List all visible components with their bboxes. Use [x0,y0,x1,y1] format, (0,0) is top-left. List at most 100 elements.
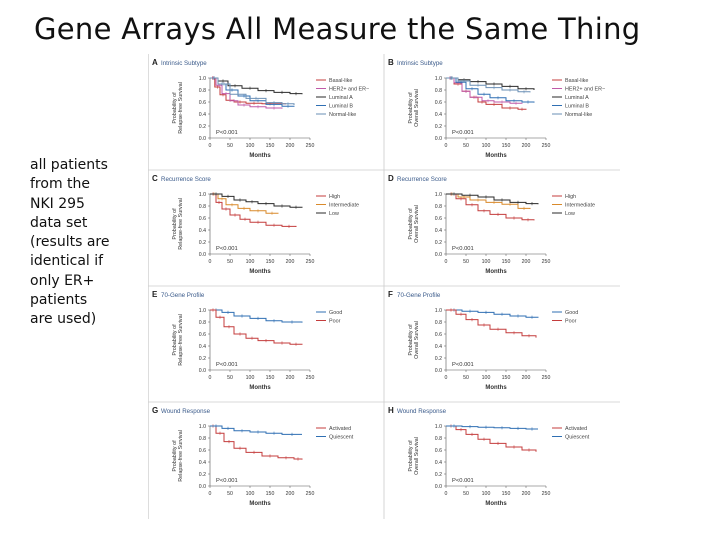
y-axis-label-line: Overall Survival [414,89,420,127]
x-tick-label: 200 [522,491,531,497]
side-note: all patients from the NKI 295 data set (resu… [30,156,130,330]
x-tick-label: 0 [445,491,448,497]
p-value: P<0.001 [216,246,238,252]
x-tick-label: 0 [445,143,448,149]
panel-a: A Intrinsic Subtype Probability of Relapse-… [152,58,369,159]
panel-letter: C [152,174,158,183]
y-tick-label: 0.2 [199,472,206,478]
y-axis-label-line: Relapse-free Survival [178,82,184,134]
legend-label: Low [329,211,339,217]
panel-letter: H [388,406,394,415]
x-tick-label: 200 [286,491,295,497]
legend-label: Luminal A [565,95,589,101]
panel-g: G Wound Response Probability of Relapse-fre… [152,406,354,507]
x-tick-label: 200 [522,375,531,381]
y-tick-label: 0.2 [435,240,442,246]
p-value: P<0.001 [452,478,474,484]
panel-h: H Wound Response Probability of Overall Sur… [388,406,590,507]
y-axis-label: Probability of Overall Survival [408,321,420,359]
panel-f: F 70-Gene Profile Probability of Overall Su… [388,290,578,391]
y-tick-label: 0.4 [199,344,206,350]
x-tick-label: 100 [246,375,255,381]
legend-label: Intermediate [565,203,595,209]
x-tick-label: 100 [482,375,491,381]
y-tick-label: 1.0 [435,76,442,82]
x-tick-label: 250 [306,259,315,265]
panel-title: Intrinsic Subtype [161,60,207,67]
legend-label: Poor [329,319,341,325]
panel-letter: E [152,290,158,299]
legend-label: Basal-like [329,78,352,84]
y-tick-label: 0.8 [199,88,206,94]
x-tick-label: 150 [266,259,275,265]
x-tick-label: 150 [502,491,511,497]
x-axis-label: Months [249,153,271,159]
legend-label: Basal-like [565,78,588,84]
y-axis-label-line: Overall Survival [414,205,420,243]
x-axis-label: Months [249,269,271,275]
y-tick-label: 0.4 [435,344,442,350]
y-tick-label: 0.0 [435,252,442,258]
x-tick-label: 250 [306,143,315,149]
y-tick-label: 0.8 [435,88,442,94]
x-tick-label: 100 [246,143,255,149]
y-tick-label: 0.8 [435,320,442,326]
x-tick-label: 200 [286,375,295,381]
series-line [210,309,303,345]
series-line [210,77,303,95]
x-tick-label: 50 [463,375,469,381]
y-tick-label: 0.4 [435,112,442,118]
x-tick-label: 50 [227,143,233,149]
x-tick-label: 250 [306,375,315,381]
panel-title: Intrinsic Subtype [397,60,443,67]
y-tick-label: 0.4 [435,228,442,234]
x-tick-label: 150 [502,143,511,149]
series-line [210,193,303,208]
x-tick-label: 50 [463,491,469,497]
y-axis-label-line: Overall Survival [414,437,420,475]
y-tick-label: 0.8 [199,436,206,442]
y-tick-label: 1.0 [199,308,206,314]
panel-title: Wound Response [161,408,211,415]
y-axis-label: Probability of Overall Survival [408,89,420,127]
side-note-line: from the [30,176,91,193]
y-tick-label: 0.2 [435,124,442,130]
x-tick-label: 200 [286,259,295,265]
x-tick-label: 0 [209,491,212,497]
legend-label: Good [565,310,578,316]
y-tick-label: 1.0 [435,192,442,198]
panel-title: Recurrence Score [397,176,447,183]
y-tick-label: 0.8 [435,204,442,210]
series-line [210,425,303,460]
legend-label: Activated [329,426,351,432]
survival-figure: A Intrinsic Subtype Probability of Relapse-… [147,54,620,519]
x-tick-label: 250 [542,375,551,381]
panel-letter: B [388,58,394,67]
y-tick-label: 0.6 [435,332,442,338]
y-tick-label: 0.6 [435,448,442,454]
legend-label: High [329,194,340,200]
x-tick-label: 100 [482,259,491,265]
y-tick-label: 0.6 [435,216,442,222]
legend-label: Normal-like [565,112,592,118]
series-line [446,77,527,110]
legend-label: Low [565,211,575,217]
y-tick-label: 0.0 [199,484,206,490]
y-axis-label-line: Probability of [408,92,414,124]
x-tick-label: 150 [266,491,275,497]
y-tick-label: 0.8 [199,320,206,326]
series-line [210,77,286,105]
panel-c: C Recurrence Score Probability of Relapse-f… [152,174,359,275]
p-value: P<0.001 [452,362,474,368]
x-tick-label: 100 [482,143,491,149]
x-tick-label: 0 [445,375,448,381]
y-axis-label-line: Probability of [172,324,178,356]
series-line [446,77,531,93]
panel-letter: D [388,174,394,183]
legend-label: Luminal A [329,95,353,101]
panel-letter: F [388,290,393,299]
x-tick-label: 0 [209,143,212,149]
x-axis-label: Months [485,269,507,275]
y-tick-label: 0.8 [435,436,442,442]
series-line [446,193,531,209]
